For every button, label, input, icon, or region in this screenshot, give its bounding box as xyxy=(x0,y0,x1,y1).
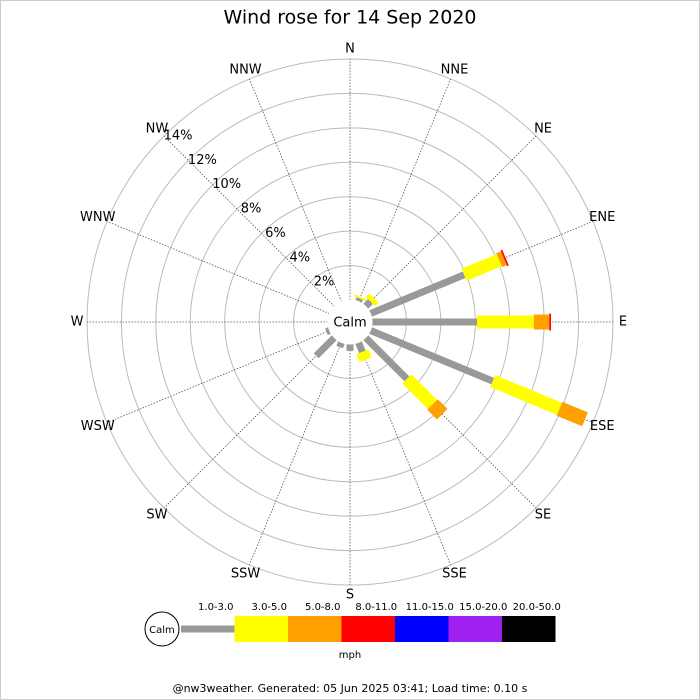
segment xyxy=(490,375,563,415)
direction-label: N xyxy=(345,42,355,57)
unit-label: mph xyxy=(339,650,361,661)
spoke xyxy=(358,342,452,566)
direction-label: WNW xyxy=(80,210,116,225)
direction-label: NW xyxy=(146,121,169,136)
segment xyxy=(496,251,507,268)
spoke xyxy=(365,135,537,307)
direction-label: SE xyxy=(535,508,551,523)
spoke xyxy=(106,220,330,314)
segment xyxy=(365,293,379,307)
r-tick-label: 10% xyxy=(212,177,241,192)
direction-label: W xyxy=(71,315,84,330)
direction-label: NNW xyxy=(229,62,261,77)
legend-swatch xyxy=(341,616,395,642)
r-tick-label: 4% xyxy=(289,250,310,265)
segment xyxy=(368,327,495,385)
segment xyxy=(368,271,466,317)
segment xyxy=(325,327,332,335)
segment xyxy=(356,349,372,363)
segment xyxy=(353,294,367,301)
direction-label: NE xyxy=(534,121,552,136)
direction-label: SSE xyxy=(442,567,467,582)
legend-swatch xyxy=(448,616,502,642)
r-tick-label: 6% xyxy=(265,226,286,241)
legend-calm xyxy=(144,611,180,647)
legend-swatch xyxy=(395,616,449,642)
r-tick-label: 2% xyxy=(314,275,335,290)
chart-title: Wind rose for 14 Sep 2020 xyxy=(223,7,476,29)
r-tick-label: 14% xyxy=(164,129,193,144)
direction-label: S xyxy=(346,588,354,603)
legend-label: 3.0-5.0 xyxy=(252,602,287,613)
segment xyxy=(363,335,410,382)
legend-swatch xyxy=(288,616,342,642)
direction-label: SSW xyxy=(231,567,261,582)
spoke xyxy=(106,330,330,424)
segment xyxy=(336,340,345,349)
legend-label: 20.0-50.0 xyxy=(513,602,561,613)
legend-label: 1.0-3.0 xyxy=(198,602,233,613)
legend-calm-label: Calm xyxy=(149,625,175,636)
legend-swatch xyxy=(234,616,288,642)
segment xyxy=(355,340,366,354)
direction-label: ESE xyxy=(590,419,615,434)
direction-label: WSW xyxy=(81,419,115,434)
segment xyxy=(461,254,502,281)
grid-ring xyxy=(120,92,580,552)
spoke xyxy=(163,337,335,509)
segment xyxy=(402,374,438,410)
segment xyxy=(363,299,373,309)
spoke xyxy=(248,78,342,302)
direction-label: ENE xyxy=(589,210,615,225)
legend-label: 8.0-11.0 xyxy=(355,602,397,613)
calm-circle xyxy=(327,299,373,345)
calm-label: Calm xyxy=(333,316,366,331)
spoke xyxy=(163,135,335,307)
legend-label: 11.0-15.0 xyxy=(406,602,454,613)
segment xyxy=(500,249,509,267)
footer: @nw3weather. Generated: 05 Jun 2025 03:4… xyxy=(173,682,528,695)
legend-swatch xyxy=(181,625,235,633)
direction-label: SW xyxy=(146,508,167,523)
segment xyxy=(313,335,337,359)
legend-label: 5.0-8.0 xyxy=(305,602,340,613)
segment xyxy=(556,401,588,427)
legend-swatch xyxy=(502,616,556,642)
direction-label: E xyxy=(619,315,627,330)
segment xyxy=(427,399,448,420)
spoke xyxy=(248,342,342,566)
spoke xyxy=(358,78,452,302)
legend-label: 15.0-20.0 xyxy=(459,602,507,613)
direction-label: NNE xyxy=(441,62,469,77)
segment xyxy=(355,297,363,304)
r-tick-label: 8% xyxy=(241,202,262,217)
r-tick-label: 12% xyxy=(188,153,217,168)
